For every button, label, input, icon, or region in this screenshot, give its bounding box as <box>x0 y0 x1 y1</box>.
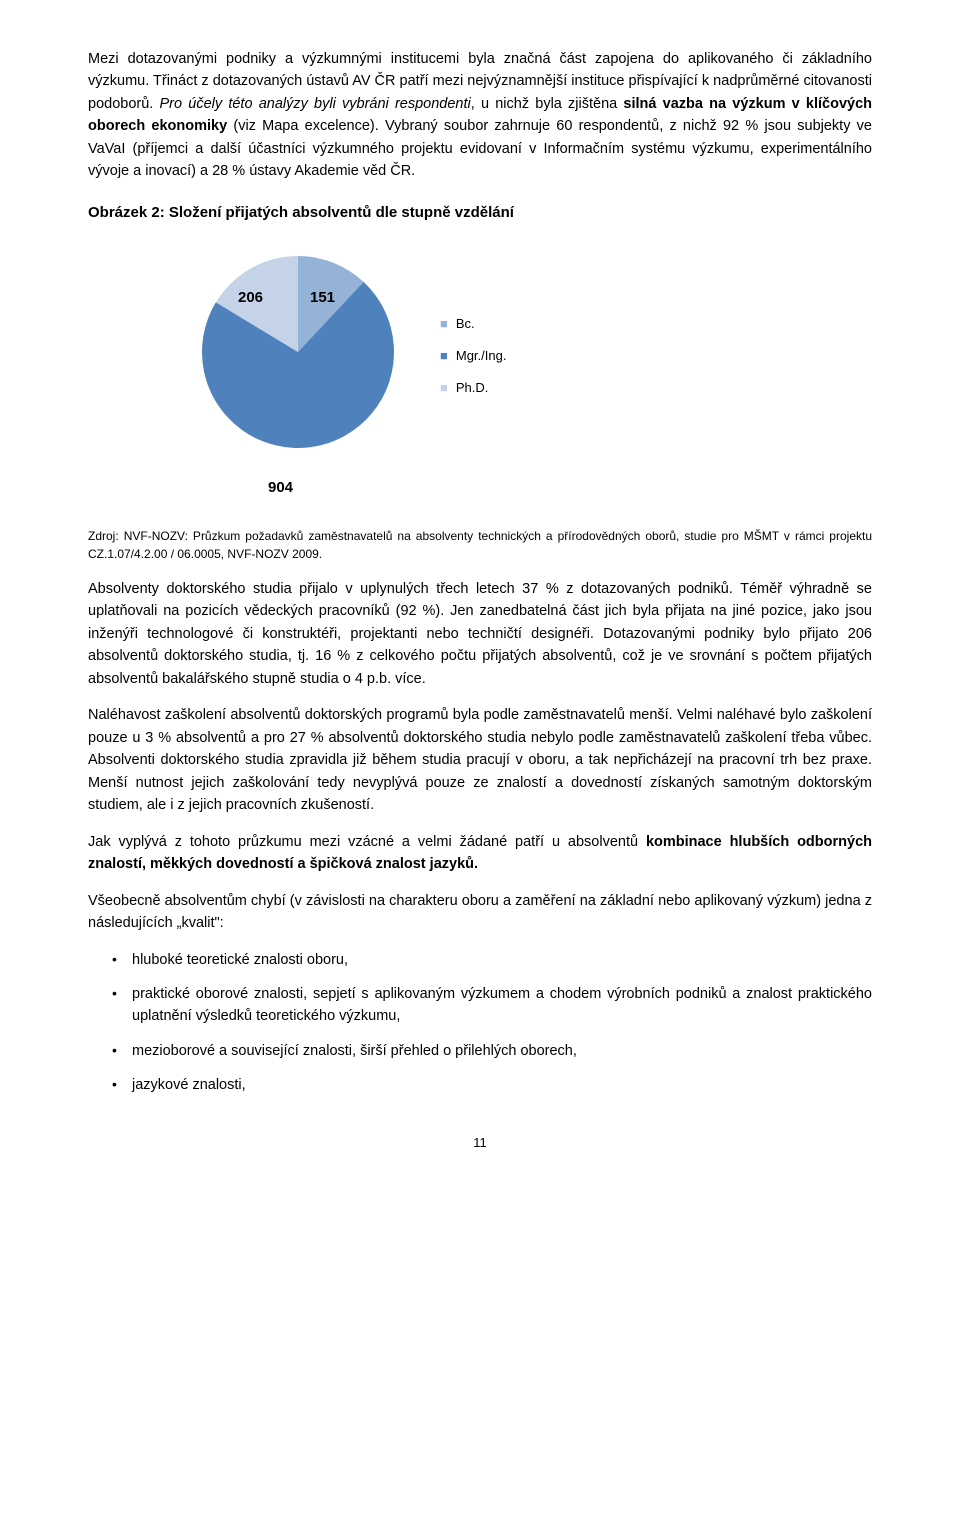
paragraph-intro: Mezi dotazovanými podniky a výzkumnými i… <box>88 48 872 183</box>
pie-chart-block: 206 151 ■ Bc. ■ Mgr./Ing. ■ Ph.D. 904 <box>88 242 872 499</box>
page-number: 11 <box>88 1133 872 1153</box>
bullet-item: praktické oborové znalosti, sepjetí s ap… <box>88 983 872 1028</box>
paragraph-5: Všeobecně absolventům chybí (v závislost… <box>88 890 872 935</box>
text: , u nichž byla zjištěna <box>471 96 624 112</box>
pie-slice-label: 206 <box>238 289 263 306</box>
bullet-list: hluboké teoretické znalosti oboru, prakti… <box>88 949 872 1097</box>
pie-big-label: 904 <box>268 476 872 499</box>
text: Jak vyplývá z tohoto průzkumu mezi vzácn… <box>88 834 646 850</box>
pie-svg: 206 151 <box>188 242 408 462</box>
bullet-item: hluboké teoretické znalosti oboru, <box>88 949 872 971</box>
page: Mezi dotazovanými podniky a výzkumnými i… <box>0 0 960 1201</box>
legend-bullet-icon: ■ <box>440 378 448 398</box>
text-italic: Pro účely této analýzy byli vybráni resp… <box>160 96 471 112</box>
pie-chart: 206 151 <box>188 242 408 469</box>
pie-slice-label: 151 <box>310 289 335 306</box>
chart-row: 206 151 ■ Bc. ■ Mgr./Ing. ■ Ph.D. <box>88 242 872 469</box>
bullet-item: mezioborové a související znalosti, širš… <box>88 1040 872 1062</box>
legend-item: ■ Bc. <box>440 314 506 334</box>
legend-label: Ph.D. <box>456 378 489 398</box>
paragraph-4: Jak vyplývá z tohoto průzkumu mezi vzácn… <box>88 831 872 876</box>
legend-item: ■ Mgr./Ing. <box>440 346 506 366</box>
legend-label: Mgr./Ing. <box>456 346 507 366</box>
paragraph-2: Absolventy doktorského studia přijalo v … <box>88 578 872 690</box>
bullet-item: jazykové znalosti, <box>88 1074 872 1096</box>
legend-item: ■ Ph.D. <box>440 378 506 398</box>
paragraph-3: Naléhavost zaškolení absolventů doktorsk… <box>88 704 872 816</box>
figure-source: Zdroj: NVF-NOZV: Průzkum požadavků zaměs… <box>88 527 872 564</box>
chart-legend: ■ Bc. ■ Mgr./Ing. ■ Ph.D. <box>440 314 506 398</box>
legend-bullet-icon: ■ <box>440 314 448 334</box>
legend-label: Bc. <box>456 314 475 334</box>
legend-bullet-icon: ■ <box>440 346 448 366</box>
figure-heading: Obrázek 2: Složení přijatých absolventů … <box>88 201 872 224</box>
